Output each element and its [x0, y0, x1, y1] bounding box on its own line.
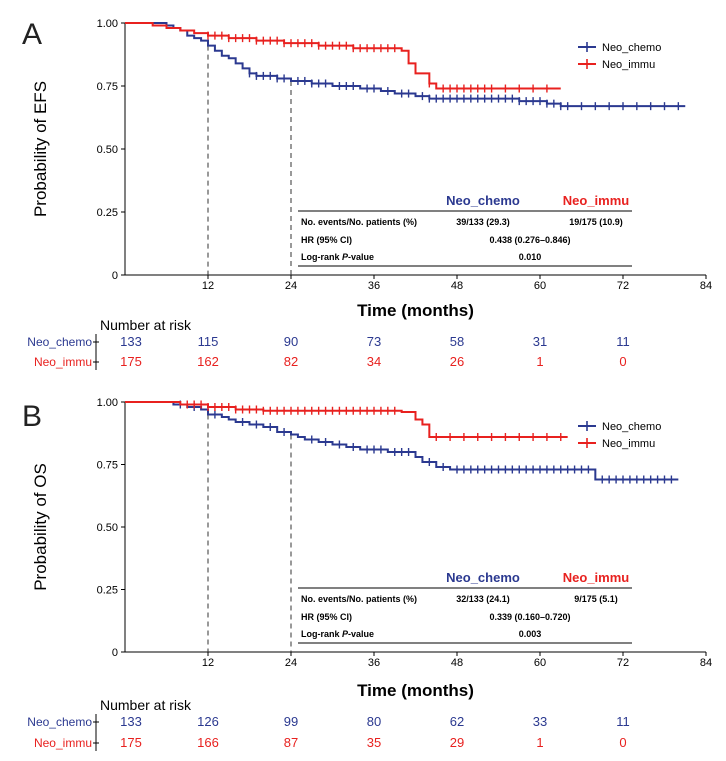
risk-count: 58 [450, 334, 464, 349]
panel-label: B [22, 400, 42, 433]
km-panel-a: A Probability of EFS 0 0.25 0.50 0.75 1.00 12 24… [22, 18, 712, 370]
risk-count: 175 [120, 354, 142, 369]
legend-label: Neo_immu [602, 438, 655, 450]
risk-row-label: Neo_chemo [27, 335, 92, 349]
stats-value: 0.339 (0.160–0.720) [489, 612, 570, 622]
x-tick-label: 84 [700, 280, 712, 292]
risk-count: 90 [284, 334, 298, 349]
stats-row-label: Log-rank P-value [301, 629, 374, 639]
risk-table-title: Number at risk [100, 317, 192, 333]
risk-count: 115 [198, 334, 219, 349]
risk-count: 87 [284, 735, 298, 750]
y-tick-label: 0.50 [97, 522, 118, 534]
risk-row-label: Neo_immu [34, 355, 92, 369]
stats-row-label: HR (95% CI) [301, 612, 352, 622]
x-tick-label: 24 [285, 657, 297, 669]
risk-count: 0 [619, 735, 626, 750]
risk-count: 0 [619, 354, 626, 369]
km-curve-neo-immu [125, 22, 561, 90]
risk-count: 133 [120, 334, 142, 349]
x-axis-label: Time (months) [357, 301, 474, 320]
risk-count: 99 [284, 714, 298, 729]
y-tick-label: 0.25 [97, 207, 118, 219]
km-panel-b: B Probability of OS 0 0.25 0.50 0.75 1.00 12 24 3… [22, 397, 712, 751]
x-tick-label: 48 [451, 280, 463, 292]
stats-col-header-chemo: Neo_chemo [446, 570, 520, 585]
risk-count: 34 [367, 354, 381, 369]
stats-row-label: HR (95% CI) [301, 235, 352, 245]
risk-count: 26 [450, 354, 464, 369]
stats-value: 0.438 (0.276–0.846) [489, 235, 570, 245]
risk-row-label: Neo_immu [34, 736, 92, 750]
y-tick-label: 0 [112, 270, 118, 282]
stats-row-label: Log-rank P-value [301, 252, 374, 262]
legend-label: Neo_chemo [602, 421, 661, 433]
risk-count: 1 [536, 354, 543, 369]
risk-row-label: Neo_chemo [27, 715, 92, 729]
risk-count: 166 [197, 735, 219, 750]
km-curve-neo-chemo [125, 401, 679, 481]
risk-count: 11 [616, 334, 630, 349]
x-tick-label: 84 [700, 657, 712, 669]
x-tick-label: 72 [617, 280, 629, 292]
stats-row-label-part: P [342, 629, 349, 639]
stats-value: 32/133 (24.1) [456, 594, 510, 604]
legend-label: Neo_immu [602, 59, 655, 71]
risk-count: 133 [120, 714, 142, 729]
risk-count: 73 [367, 334, 381, 349]
risk-count: 35 [367, 735, 381, 750]
risk-count: 11 [616, 714, 630, 729]
y-tick-label: 0.75 [97, 81, 118, 93]
risk-table-title: Number at risk [100, 697, 192, 713]
stats-row-label-part: Log-rank [301, 629, 342, 639]
x-tick-label: 36 [368, 280, 380, 292]
x-tick-label: 48 [451, 657, 463, 669]
stats-row-label: No. events/No. patients (%) [301, 217, 417, 227]
x-tick-label: 72 [617, 657, 629, 669]
stats-value: 19/175 (10.9) [569, 217, 623, 227]
risk-count: 31 [533, 334, 547, 349]
y-tick-label: 1.00 [97, 397, 118, 409]
risk-count: 126 [197, 714, 219, 729]
x-tick-label: 12 [202, 280, 214, 292]
risk-count: 82 [284, 354, 298, 369]
risk-count: 80 [367, 714, 381, 729]
risk-count: 162 [197, 354, 219, 369]
y-tick-label: 1.00 [97, 18, 118, 30]
legend-label: Neo_chemo [602, 42, 661, 54]
x-axis-label: Time (months) [357, 681, 474, 700]
x-tick-label: 60 [534, 657, 546, 669]
risk-count: 33 [533, 714, 547, 729]
stats-row-label-part: -value [348, 629, 374, 639]
y-tick-label: 0.75 [97, 460, 118, 472]
stats-value: 0.010 [519, 252, 542, 262]
stats-col-header-immu: Neo_immu [563, 570, 630, 585]
stats-row-label: No. events/No. patients (%) [301, 594, 417, 604]
x-tick-label: 24 [285, 280, 297, 292]
risk-count: 62 [450, 714, 464, 729]
stats-value: 39/133 (29.3) [456, 217, 510, 227]
risk-count: 1 [536, 735, 543, 750]
stats-row-label-part: -value [348, 252, 374, 262]
stats-row-label-part: P [342, 252, 349, 262]
x-tick-label: 60 [534, 280, 546, 292]
stats-col-header-chemo: Neo_chemo [446, 193, 520, 208]
y-axis-label: Probability of EFS [31, 81, 50, 217]
risk-count: 175 [120, 735, 142, 750]
stats-value: 0.003 [519, 629, 542, 639]
panel-label: A [22, 18, 42, 51]
stats-row-label-part: Log-rank [301, 252, 342, 262]
x-tick-label: 12 [202, 657, 214, 669]
y-axis-label: Probability of OS [31, 463, 50, 591]
risk-count: 29 [450, 735, 464, 750]
km-curve-neo-chemo [125, 22, 686, 108]
stats-value: 9/175 (5.1) [574, 594, 618, 604]
y-tick-label: 0.25 [97, 585, 118, 597]
y-tick-label: 0 [112, 647, 118, 659]
x-tick-label: 36 [368, 657, 380, 669]
y-tick-label: 0.50 [97, 144, 118, 156]
stats-col-header-immu: Neo_immu [563, 193, 630, 208]
